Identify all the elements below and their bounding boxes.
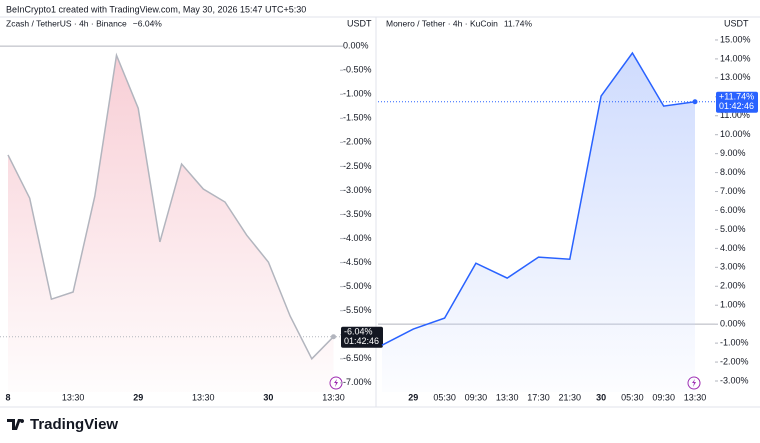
- header: BeInCrypto1 created with TradingView.com…: [6, 4, 306, 14]
- y-tick-label: -4.50%: [343, 257, 372, 267]
- x-tick-label: 05:30: [621, 392, 644, 402]
- price-label: -6.04%: [344, 327, 373, 337]
- y-tick-label: -1.00%: [343, 89, 372, 99]
- pane-title: Monero / Tether · 4h · KuCoin: [386, 18, 498, 28]
- change: −6.04%: [133, 18, 163, 28]
- y-tick-label: 5.00%: [720, 224, 746, 234]
- x-tick-label: 17:30: [527, 392, 550, 402]
- y-tick-label: -3.00%: [343, 185, 372, 195]
- x-tick-label: 09:30: [465, 392, 488, 402]
- y-tick-label: -2.00%: [720, 356, 749, 366]
- y-tick-label: -2.50%: [343, 161, 372, 171]
- x-tick-label: 13:30: [62, 392, 85, 402]
- area: [382, 53, 695, 392]
- axis-unit: USDT: [347, 18, 372, 28]
- price-label-box: [341, 326, 383, 348]
- x-tick-label: 29: [133, 392, 143, 402]
- x-tick-label: 13:30: [322, 392, 345, 402]
- y-tick-label: -0.50%: [343, 65, 372, 75]
- y-tick-label: -2.00%: [343, 137, 372, 147]
- x-tick-label: 13:30: [192, 392, 215, 402]
- x-tick-label: 30: [263, 392, 273, 402]
- y-tick-label: -1.00%: [720, 337, 749, 347]
- price-label: +11.74%: [719, 92, 754, 102]
- y-tick-label: -5.00%: [343, 281, 372, 291]
- countdown: 01:42:46: [344, 336, 379, 346]
- y-tick-label: 8.00%: [720, 167, 746, 177]
- y-tick-label: 0.00%: [343, 41, 369, 51]
- y-tick-label: 7.00%: [720, 186, 746, 196]
- area: [8, 55, 334, 393]
- y-tick-label: 6.00%: [720, 205, 746, 215]
- y-tick-label: 3.00%: [720, 262, 746, 272]
- y-tick-label: 9.00%: [720, 148, 746, 158]
- y-tick-label: 0.00%: [720, 319, 746, 329]
- y-tick-label: -4.00%: [343, 233, 372, 243]
- countdown: 01:42:46: [719, 101, 754, 111]
- y-tick-label: 4.00%: [720, 243, 746, 253]
- x-tick-label: 05:30: [433, 392, 456, 402]
- brand: TradingView: [30, 416, 118, 433]
- y-tick-label: 13.00%: [720, 72, 751, 82]
- x-tick-label: 8: [5, 392, 10, 402]
- line: [381, 51, 696, 346]
- x-tick-label: 09:30: [652, 392, 675, 402]
- x-tick-label: 30: [596, 392, 606, 402]
- x-tick-label: 29: [408, 392, 418, 402]
- y-tick-label: -1.50%: [343, 113, 372, 123]
- last-point: [331, 334, 336, 340]
- last-point: [692, 99, 698, 105]
- price-label-box: [716, 91, 758, 113]
- y-tick-label: 1.00%: [720, 300, 746, 310]
- y-tick-label: -3.50%: [343, 209, 372, 219]
- y-tick-label: -3.00%: [720, 375, 749, 385]
- logo: TradingView: [7, 416, 118, 433]
- y-tick-label: 14.00%: [720, 53, 751, 63]
- line: [7, 52, 335, 361]
- change: 11.74%: [504, 18, 533, 28]
- x-tick-label: 13:30: [496, 392, 519, 402]
- x-tick-label: 13:30: [684, 392, 707, 402]
- axis-unit: USDT: [724, 18, 749, 28]
- pane-title: Zcash / TetherUS · 4h · Binance: [6, 18, 127, 28]
- y-tick-label: 2.00%: [720, 281, 746, 291]
- y-tick-label: 11.00%: [720, 110, 750, 120]
- y-tick-label: -7.00%: [343, 377, 372, 387]
- y-tick-label: -6.50%: [343, 353, 372, 363]
- x-tick-label: 21:30: [559, 392, 582, 402]
- y-tick-label: -5.50%: [343, 305, 372, 315]
- y-tick-label: 15.00%: [720, 34, 751, 44]
- y-tick-label: 10.00%: [720, 129, 751, 139]
